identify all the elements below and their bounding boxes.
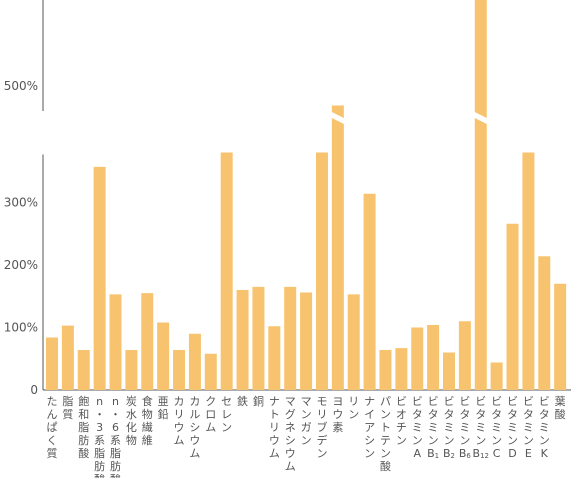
bar [315,152,328,390]
bar [554,283,567,390]
x-category-label: ナイアシン [364,395,375,460]
x-category-label: ビタミン E [523,395,534,460]
bars [46,0,567,390]
bar [443,352,455,390]
x-category-label: ビタミン B2 [443,395,455,460]
bar [125,350,138,390]
x-category-label: リン [348,395,359,421]
y-tick-label: 100% [4,321,38,335]
x-category-label: n・3系脂肪酸 [94,395,105,478]
bar [252,286,265,390]
x-category-label: ビタミン B12 [473,395,489,460]
bar-break-mark [329,111,346,125]
x-category-label: ビタミン D [507,395,518,460]
bar [157,322,170,390]
bar [411,327,424,390]
bar [284,286,297,390]
bar [93,166,106,390]
bar [347,294,360,390]
x-category-label: 鉄 [237,394,248,408]
x-category-label: ビオチン [396,395,407,447]
x-category-label: カルシウム [189,395,200,460]
bar [188,333,201,390]
bar [61,325,74,390]
bar [109,294,122,390]
bar [474,0,487,390]
y-tick-label: 0 [30,383,38,397]
bar [395,348,408,390]
bar-break-mark [472,111,489,125]
x-category-label: モリブデン [316,395,327,460]
x-category-label: ビタミン C [491,395,502,460]
x-category-label: ヨウ素 [332,395,343,434]
bar [331,105,344,390]
x-category-label: 炭水化物 [126,395,137,447]
x-category-label: ビタミン A [412,395,423,460]
x-category-label: 脂質 [62,394,73,421]
x-category-label: ビタミン B6 [459,395,472,460]
bar [458,321,471,390]
y-tick-label: 500% [4,79,38,93]
x-category-label: 葉酸 [555,394,566,421]
bar [522,152,535,390]
x-category-label: 亜鉛 [158,395,169,421]
bar [268,326,281,390]
bar [506,223,519,390]
y-tick-label: 200% [4,258,38,272]
bar [427,325,440,390]
bar [236,290,249,390]
bar [300,292,313,390]
bar [379,350,392,390]
y-tick-labels: 0 100% 200% 300% 500% [4,79,38,397]
x-category-label: n・6系脂肪酸 [110,395,121,478]
bar [538,256,551,390]
x-category-label: ナトリウム [269,395,280,460]
bar [220,152,233,390]
bar [77,350,90,390]
y-tick-label: 300% [4,196,38,210]
bar [173,350,186,390]
x-category-label: 飽和脂肪酸 [78,394,89,460]
x-category-label: マンガン [301,395,312,447]
x-category-label: ビタミン K [539,395,550,460]
bar [490,362,503,390]
bar [204,353,217,390]
x-category-label: セレン [221,395,232,434]
x-category-label: パントテン酸 [380,395,391,473]
bar [141,293,154,390]
x-category-label: マグネシウム [285,395,296,473]
x-category-label: ビタミン B1 [427,395,439,460]
bar [46,337,58,390]
x-category-label: カリウム [174,395,185,447]
x-category-label: 銅 [253,394,264,408]
x-category-label: たんぱく質 [47,395,58,460]
x-category-label: クロム [205,395,216,434]
x-category-label: 食物繊維 [142,394,153,447]
bar [363,193,376,390]
